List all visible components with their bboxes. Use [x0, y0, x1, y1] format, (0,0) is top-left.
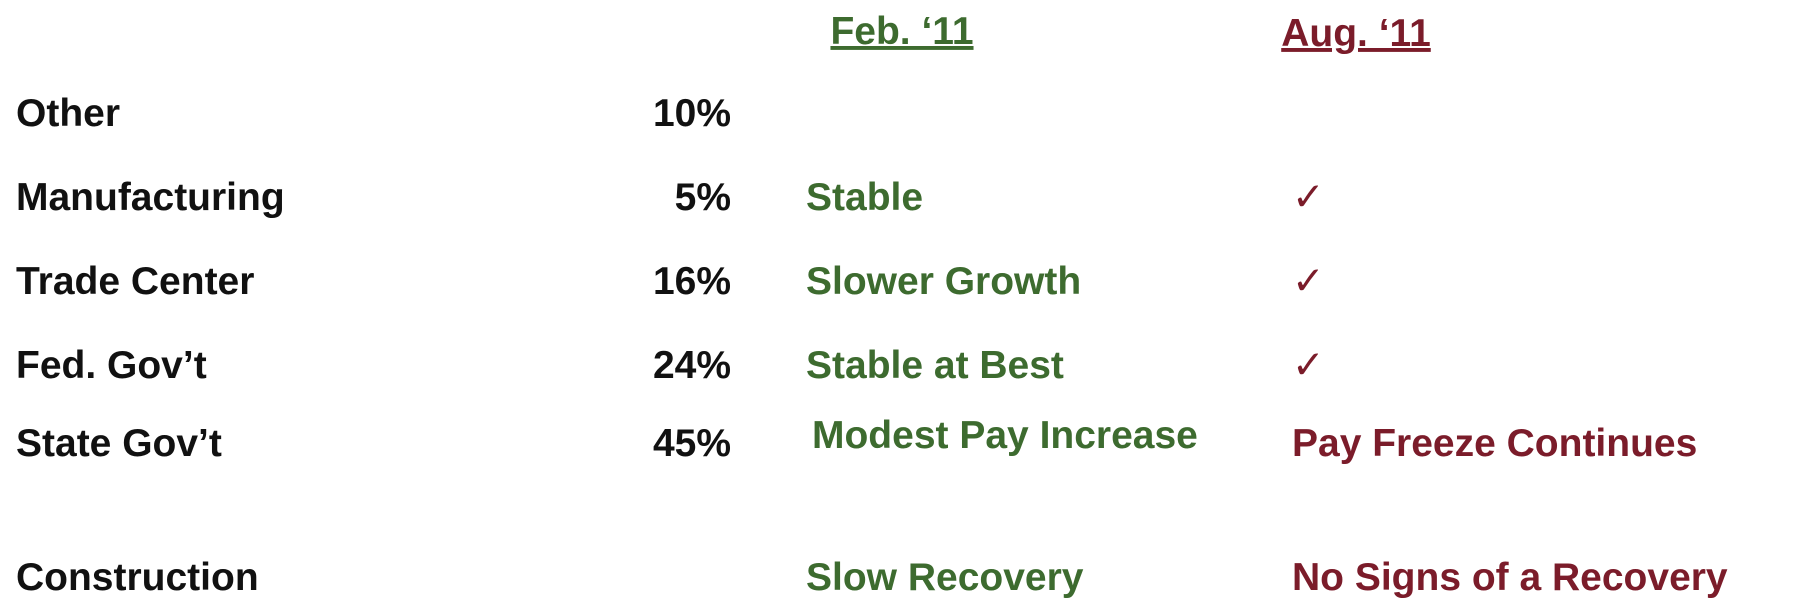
row-label: Manufacturing: [16, 176, 285, 219]
row-label: Fed. Gov’t: [16, 344, 207, 387]
row-label: Other: [16, 92, 120, 135]
row-share: 10%: [653, 92, 731, 135]
feb-note: Modest Pay Increase: [812, 414, 1198, 457]
aug-note: No Signs of a Recovery: [1292, 556, 1728, 599]
feb-note: Stable: [806, 176, 923, 219]
row-share: 45%: [653, 422, 731, 465]
aug-header: Aug. ‘11: [1281, 12, 1431, 55]
row-label: Construction: [16, 556, 259, 599]
aug-check: ✓: [1292, 259, 1325, 304]
aug-note: Pay Freeze Continues: [1292, 422, 1697, 465]
aug-check: ✓: [1292, 175, 1325, 220]
row-share: 5%: [675, 176, 731, 219]
feb-note: Slower Growth: [806, 260, 1081, 303]
row-label: State Gov’t: [16, 422, 222, 465]
row-label: Trade Center: [16, 260, 254, 303]
row-share: 24%: [653, 344, 731, 387]
aug-check: ✓: [1292, 343, 1325, 388]
row-share: 16%: [653, 260, 731, 303]
feb-note: Stable at Best: [806, 344, 1064, 387]
feb-header: Feb. ‘11: [830, 10, 973, 53]
feb-note: Slow Recovery: [806, 556, 1084, 599]
